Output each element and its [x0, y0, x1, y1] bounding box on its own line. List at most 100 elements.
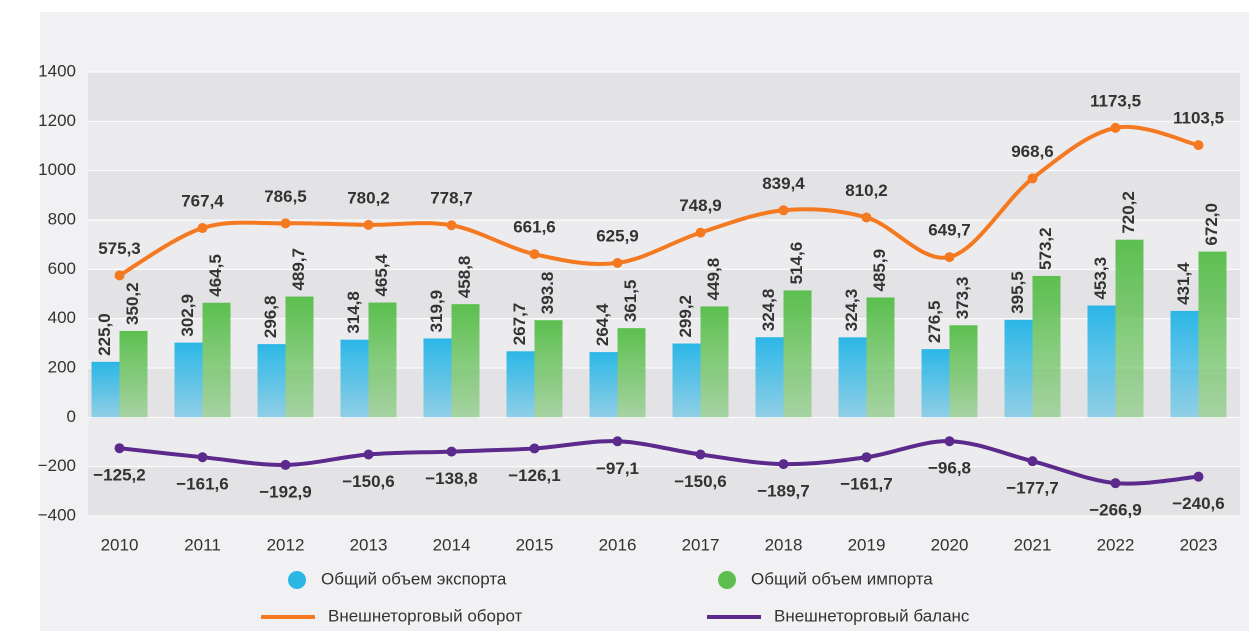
line-point [861, 212, 872, 223]
line-value-label: −97,1 [596, 459, 639, 478]
bar-value-label: 514,6 [787, 242, 806, 285]
line-point [114, 270, 125, 281]
bar [866, 297, 895, 418]
bar-value-label: 449,8 [704, 258, 723, 301]
bar [1115, 239, 1144, 418]
line-point [1110, 478, 1121, 489]
bar [285, 296, 314, 418]
line-point [280, 218, 291, 229]
bar-value-label: 361,5 [621, 280, 640, 323]
line-point [363, 449, 374, 460]
line-point [197, 223, 208, 234]
line-value-label: 661,6 [513, 218, 556, 237]
line-point [778, 459, 789, 470]
line-point [695, 227, 706, 238]
line-point [944, 436, 955, 447]
bar-value-label: 573,2 [1036, 227, 1055, 270]
line [119, 439, 1199, 486]
line-value-label: 780,2 [347, 188, 390, 207]
line-point [861, 452, 872, 463]
line-value-label: −192,9 [259, 482, 311, 501]
line-point [529, 249, 540, 260]
grid-band [88, 121, 1240, 171]
bar-value-label: 299,2 [676, 295, 695, 338]
bar [451, 304, 480, 418]
legend-label: Внешнеторговый баланс [774, 606, 970, 625]
line-value-label: −125,2 [93, 466, 145, 485]
line-value-label: −150,6 [674, 472, 726, 491]
y-tick-label: −400 [38, 505, 76, 524]
line-value-label: 748,9 [679, 196, 722, 215]
bar-value-label: 319,9 [427, 290, 446, 333]
bar-value-label: 672,0 [1202, 203, 1221, 246]
bar [257, 344, 286, 418]
line-value-label: 786,5 [264, 187, 307, 206]
bar-value-label: 373,3 [953, 277, 972, 320]
line-point [1110, 122, 1121, 133]
x-tick-label: 2022 [1097, 535, 1135, 554]
bar [202, 302, 231, 418]
y-tick-label: 800 [48, 209, 76, 228]
bar-value-label: 264,4 [593, 303, 612, 346]
bar-value-label: 489,7 [289, 248, 308, 291]
line [118, 124, 1199, 278]
line-point [612, 257, 623, 268]
line-value-label: 778,7 [430, 189, 473, 208]
line-point [197, 452, 208, 463]
bar [1170, 310, 1199, 418]
bar [672, 343, 701, 418]
grid-band [88, 466, 1240, 516]
bar-value-label: 296,8 [261, 296, 280, 339]
line-point [363, 219, 374, 230]
legend-label: Общий объем импорта [751, 569, 933, 588]
bar-value-label: 324,3 [842, 289, 861, 332]
legend-label: Общий объем экспорта [321, 569, 507, 588]
x-tick-label: 2016 [599, 535, 637, 554]
bar [368, 302, 397, 418]
line-value-label: −138,8 [425, 469, 477, 488]
line-value-label: −189,7 [757, 482, 809, 501]
bar [340, 339, 369, 418]
x-tick-label: 2019 [848, 535, 886, 554]
line-value-label: 575,3 [98, 239, 141, 258]
x-tick-label: 2013 [350, 535, 388, 554]
y-tick-label: 600 [48, 259, 76, 278]
line-point [446, 446, 457, 457]
x-tick-label: 2017 [682, 535, 720, 554]
line-value-label: −96,8 [928, 459, 971, 478]
line-value-label: −177,7 [1006, 479, 1058, 498]
line-point [695, 449, 706, 460]
bar [949, 325, 978, 418]
bar [423, 338, 452, 418]
bar [1087, 305, 1116, 418]
line-value-label: 968,6 [1011, 142, 1054, 161]
line-point [1027, 456, 1038, 467]
y-tick-label: 1400 [38, 61, 76, 80]
line-value-label: 1103,5 [1173, 109, 1224, 128]
bar-value-label: 267,7 [510, 303, 529, 346]
line-point [280, 459, 291, 470]
grid-band [88, 417, 1240, 467]
line-value-label: −126,1 [508, 466, 560, 485]
legend-marker [718, 571, 736, 589]
line-value-label: −150,6 [342, 472, 394, 491]
bar-value-label: 465,4 [372, 253, 391, 296]
line-value-label: 649,7 [928, 221, 971, 240]
y-tick-label: −200 [38, 456, 76, 475]
legend-label: Внешнеторговый оборот [328, 606, 523, 625]
bar [617, 328, 646, 418]
bar-value-label: 720,2 [1119, 191, 1138, 234]
bar-value-label: 350,2 [123, 282, 142, 325]
grid-band [88, 170, 1240, 220]
bar-value-label: 485,9 [870, 249, 889, 292]
line-value-label: 1173,5 [1090, 91, 1141, 110]
bar [783, 290, 812, 418]
line-point [529, 443, 540, 454]
line-value-label: −161,7 [840, 475, 892, 494]
bar-value-label: 276,5 [925, 301, 944, 344]
grid-band [88, 220, 1240, 270]
x-tick-label: 2018 [765, 535, 803, 554]
y-tick-label: 0 [67, 407, 76, 426]
x-tick-label: 2014 [433, 535, 471, 554]
bar-value-label: 225,0 [95, 313, 114, 356]
